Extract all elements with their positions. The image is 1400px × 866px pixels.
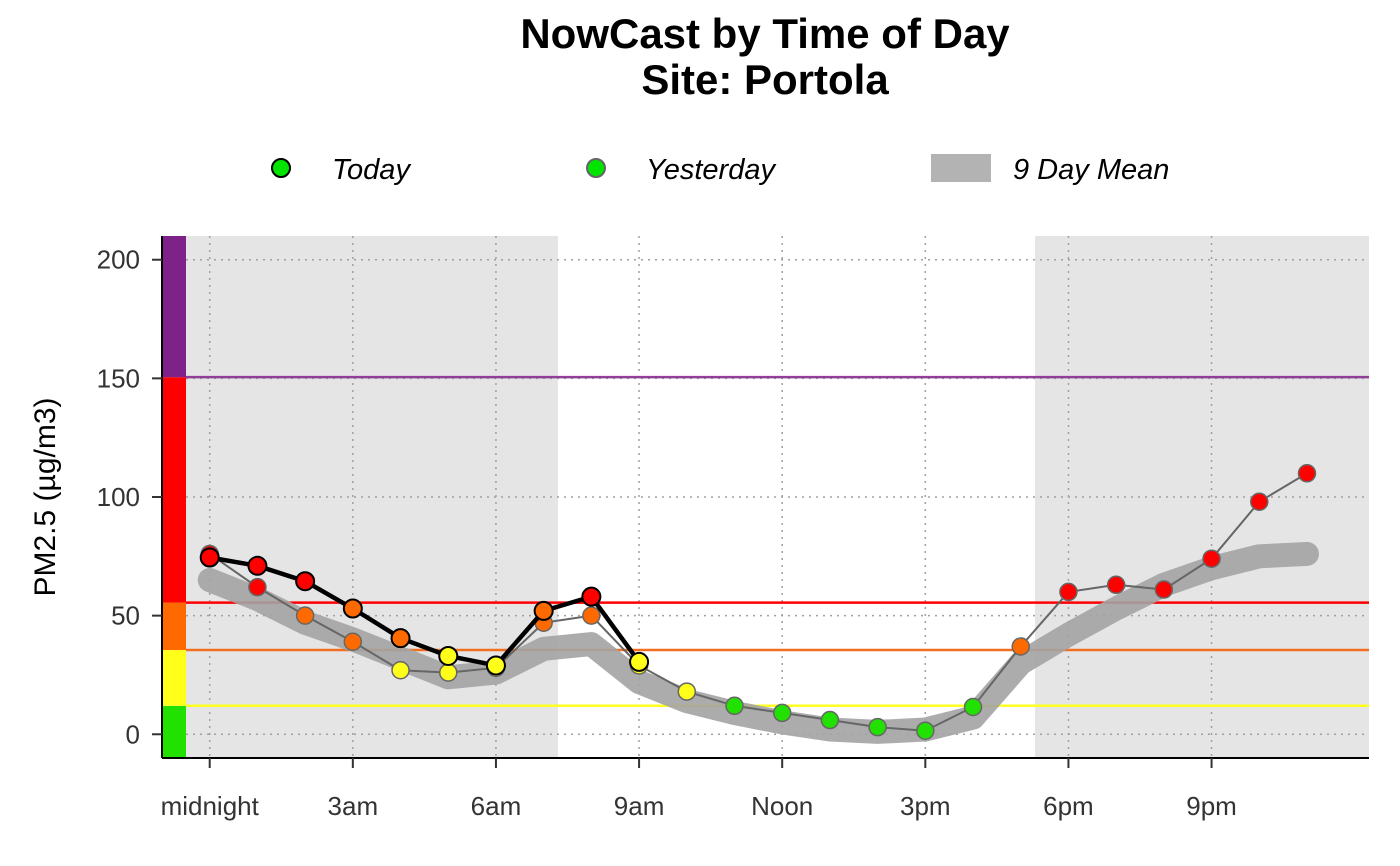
yesterday-point [1106, 575, 1126, 595]
today-series [199, 547, 650, 676]
y-tick-label-150: 150 [97, 363, 140, 393]
yesterday-point [295, 606, 315, 625]
yesterday-point [963, 697, 983, 717]
today-point [485, 655, 506, 676]
x-tick-label-12: Noon [751, 791, 813, 821]
x-tick-label-3: 3am [328, 791, 379, 821]
yesterday-point [1059, 582, 1078, 602]
legend-mean-swatch [931, 154, 991, 182]
yesterday-point [1202, 549, 1221, 568]
yesterday-point [343, 632, 363, 651]
today-point [295, 571, 316, 592]
y-tick-label-200: 200 [97, 245, 140, 275]
today-point [629, 651, 650, 672]
today-point [581, 586, 602, 607]
today-point [438, 645, 459, 666]
y-axis-title: PM2.5 (µg/m3) [29, 398, 62, 597]
yesterday-point [820, 710, 840, 730]
y-axis-ticks: 0 50 100 150 200 [97, 245, 162, 749]
night-shading [186, 236, 1369, 758]
legend-yesterday-marker [586, 158, 606, 178]
legend-today-label: Today [332, 154, 411, 186]
today-point [342, 598, 363, 619]
today-line [209, 555, 641, 668]
today-point [199, 547, 220, 568]
legend: Today Yesterday 9 Day Mean [271, 154, 1169, 186]
legend-yesterday-label: Yesterday [646, 154, 776, 186]
x-tick-label-9: 9am [614, 791, 665, 821]
x-tick-label-21: 9pm [1186, 791, 1237, 821]
today-point [247, 555, 268, 576]
mean-line [197, 541, 1319, 744]
yesterday-point [1297, 464, 1317, 483]
today-point [390, 628, 411, 649]
yesterday-point [1250, 492, 1269, 511]
yesterday-point [438, 663, 458, 682]
chart-subtitle: Site: Portola [641, 56, 889, 103]
y-tick-label-50: 50 [111, 601, 140, 631]
aqi-band-1 [162, 650, 186, 706]
legend-today-marker [271, 158, 291, 178]
x-tick-label-18: 6pm [1043, 791, 1094, 821]
yesterday-point [391, 660, 410, 680]
x-axis-ticks: midnight 3am 6am 9am Noon 3pm 6pm 9pm [161, 758, 1237, 821]
x-tick-label-0: midnight [161, 791, 260, 821]
yesterday-point [248, 577, 267, 597]
yesterday-point [677, 682, 697, 701]
yesterday-point [582, 606, 601, 625]
chart-title: NowCast by Time of Day [520, 10, 1010, 57]
yesterday-point [1154, 580, 1174, 599]
mean-series [197, 541, 1319, 744]
yesterday-point [916, 721, 935, 740]
x-tick-label-6: 6am [471, 791, 522, 821]
legend-mean-label: 9 Day Mean [1013, 154, 1169, 186]
aqi-band-2 [162, 602, 186, 651]
yesterday-point [772, 703, 792, 723]
y-tick-label-0: 0 [126, 719, 140, 749]
yesterday-point [868, 717, 887, 737]
aqi-band-3 [162, 377, 186, 603]
y-tick-label-100: 100 [97, 482, 140, 512]
aqi-band-4 [162, 236, 186, 378]
yesterday-point [725, 696, 744, 716]
aqi-color-bar [162, 236, 186, 758]
aqi-band-0 [162, 705, 186, 758]
yesterday-point [1011, 637, 1030, 656]
x-tick-label-15: 3pm [900, 791, 951, 821]
today-point [533, 600, 554, 621]
